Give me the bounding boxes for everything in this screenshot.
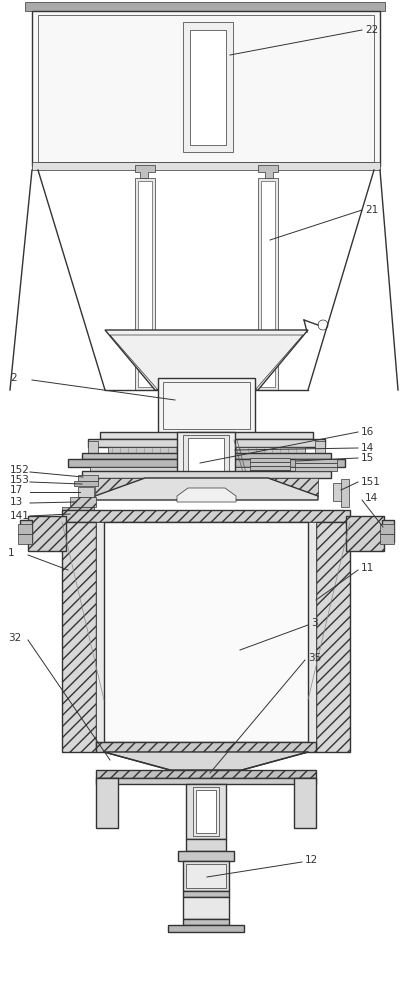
Text: 14: 14 [361,443,374,453]
Bar [295,459,337,463]
Bar [268,478,318,496]
Bar [104,522,308,742]
Text: 151: 151 [361,477,381,487]
Text: 22: 22 [365,25,378,35]
Bar [82,471,331,478]
Text: 153: 153 [10,475,30,485]
Bar [346,516,384,551]
Bar [341,479,349,507]
Circle shape [107,479,113,485]
Bar [70,497,96,507]
Text: 11: 11 [361,563,374,573]
Bar [308,522,316,742]
Bar [250,466,290,470]
Polygon shape [95,478,318,500]
Bar [190,30,226,145]
Bar [258,178,278,390]
Bar [261,181,275,387]
Bar [183,435,229,490]
Bar [96,522,104,742]
Bar [108,447,305,453]
Bar [193,787,219,836]
Bar [294,778,316,828]
Bar [168,925,244,932]
Bar [88,441,98,453]
Bar [78,475,98,481]
Bar [183,891,229,897]
Text: 1: 1 [8,548,15,558]
Text: 13: 13 [10,497,23,507]
Circle shape [299,479,305,485]
Bar [183,861,229,891]
Bar [18,524,32,534]
Bar [20,520,32,542]
Bar [88,439,325,447]
Polygon shape [177,488,236,502]
Text: 2: 2 [10,373,17,383]
Polygon shape [105,330,308,390]
Bar [186,864,226,888]
Bar [82,453,331,459]
Bar [62,507,94,521]
Bar [95,478,145,496]
Bar [177,432,235,492]
Text: 32: 32 [8,633,21,643]
Bar [18,534,32,544]
Bar [380,534,394,544]
Polygon shape [135,165,155,178]
Bar [138,181,152,387]
Bar [380,524,394,534]
Text: 35: 35 [308,653,321,663]
Bar [315,441,325,453]
Bar [25,2,385,11]
Bar [295,467,337,471]
Bar [250,462,290,466]
Polygon shape [104,752,308,770]
Text: 152: 152 [10,465,30,475]
Bar [183,897,229,919]
Bar [250,470,290,474]
Bar [96,778,316,784]
Polygon shape [258,165,278,178]
Text: 17: 17 [10,485,23,495]
Bar [188,438,224,488]
Bar [28,516,66,551]
Bar [183,919,229,925]
Bar [316,522,350,752]
Bar [178,851,234,861]
Bar [382,520,394,542]
Text: 21: 21 [365,205,378,215]
Bar [96,742,316,752]
Bar [68,459,345,467]
Bar [38,15,374,162]
Bar [90,467,323,471]
Bar [183,22,233,152]
Bar [186,784,226,839]
Text: 16: 16 [361,427,374,437]
Bar [158,378,255,433]
Bar [250,458,290,462]
Bar [74,481,98,486]
Text: 15: 15 [361,453,374,463]
Bar [62,510,350,522]
Circle shape [100,479,106,485]
Bar [135,178,155,390]
Text: 14: 14 [365,493,378,503]
Bar [295,463,337,467]
Bar [333,483,345,501]
Bar [96,778,118,828]
Bar [163,382,250,429]
Bar [196,790,216,833]
Bar [32,11,380,166]
Bar [100,432,313,439]
Text: 12: 12 [305,855,318,865]
Circle shape [306,479,312,485]
Bar [186,839,226,851]
Bar [96,770,316,778]
Bar [78,487,94,497]
Bar [62,522,96,752]
Text: 3: 3 [311,618,318,628]
Bar [32,162,380,170]
Text: 141: 141 [10,511,30,521]
